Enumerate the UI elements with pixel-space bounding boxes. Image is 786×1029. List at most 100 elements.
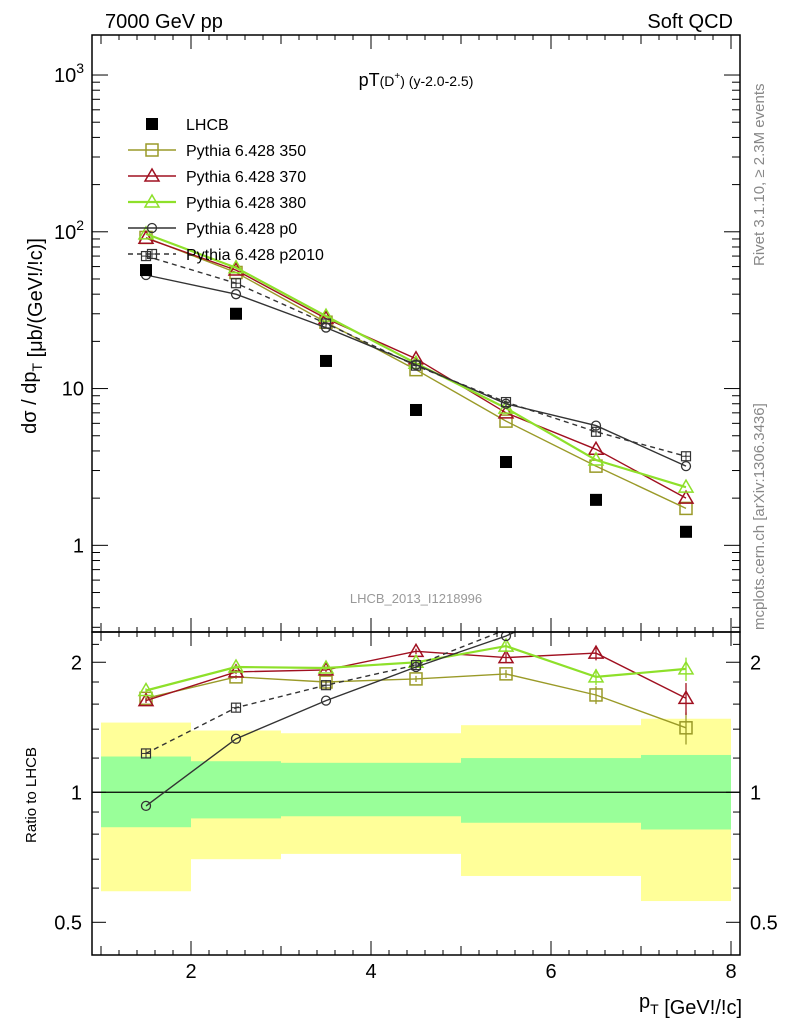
- ratio-uncertainty-bands: [92, 718, 740, 902]
- data-point: [680, 525, 692, 538]
- data-point: [590, 426, 602, 437]
- data-point: [587, 451, 605, 466]
- data-point: [230, 307, 242, 320]
- data-point: [137, 229, 155, 244]
- legend-entry: LHCB: [146, 117, 229, 134]
- ratio-y-tick-label: 2: [71, 652, 82, 674]
- legend-entry: Pythia 6.428 p0: [128, 221, 297, 238]
- analysis-watermark: LHCB_2013_I1218996: [350, 591, 482, 606]
- legend-label: Pythia 6.428 p2010: [186, 247, 324, 264]
- ratio-y-tick-label-right: 0.5: [750, 912, 778, 934]
- data-point: [679, 501, 693, 516]
- data-point: [499, 414, 513, 428]
- data-point: [320, 680, 332, 691]
- x-tick-label: 4: [365, 961, 376, 983]
- plot-frames: [91, 34, 741, 956]
- data-point: [677, 660, 695, 675]
- header-right: Soft QCD: [647, 11, 733, 33]
- x-tick-label: 8: [725, 961, 736, 983]
- ratio-frame: [91, 631, 741, 956]
- legend-marker: [145, 143, 159, 157]
- series-pythia-6-428-p2010: [140, 250, 692, 462]
- data-point: [677, 689, 695, 705]
- series-line: [145, 237, 687, 499]
- data-point: [227, 259, 245, 274]
- rivet-label: Rivet 3.1.10, ≥ 2.3M events: [751, 84, 768, 267]
- data-point: [317, 659, 335, 674]
- legend-label: Pythia 6.428 p0: [186, 221, 297, 238]
- ratio-y-tick-label-right: 1: [750, 782, 761, 804]
- legend-label: LHCB: [186, 117, 229, 134]
- data-point: [230, 702, 242, 713]
- y-tick-label: 10: [62, 379, 84, 401]
- data-point: [137, 692, 155, 707]
- ratio-y-tick-label: 0.5: [54, 912, 82, 934]
- ratio-y-tick-label: 1: [71, 782, 82, 804]
- data-point: [230, 278, 242, 289]
- data-point: [230, 733, 242, 744]
- data-point: [680, 451, 692, 462]
- legend-marker: [143, 167, 161, 182]
- data-point: [320, 354, 332, 367]
- legend-marker: [146, 118, 158, 130]
- data-point: [140, 800, 152, 812]
- data-point: [140, 264, 152, 277]
- y-tick-label: 1: [73, 535, 84, 557]
- ratio-y-tick-label-right: 2: [750, 652, 761, 674]
- data-point: [677, 478, 695, 493]
- data-point: [137, 225, 155, 240]
- data-point: [499, 667, 513, 681]
- x-tick-label: 2: [185, 961, 196, 983]
- data-point: [497, 637, 515, 652]
- data-point: [140, 748, 152, 759]
- legend-marker: [143, 193, 161, 208]
- data-point: [500, 456, 512, 469]
- data-point: [500, 396, 512, 408]
- legend: LHCB Pythia 6.428 350 Pythia 6.428 370 Pyth…: [128, 117, 324, 264]
- data-point: [410, 403, 422, 416]
- data-point: [587, 668, 605, 683]
- data-point: [227, 658, 245, 673]
- mcplots-label: mcplots.cern.ch [arXiv:1306.3436]: [751, 403, 768, 630]
- data-point: [590, 493, 602, 506]
- legend-label: Pythia 6.428 370: [186, 169, 306, 186]
- data-point: [320, 318, 332, 329]
- series-pythia-6-428-350: [139, 230, 693, 516]
- chart-title: pT(D+) (y-2.0-2.5): [359, 70, 474, 90]
- green-band-bin: [281, 762, 461, 817]
- series-pythia-6-428-p2010: [140, 632, 502, 759]
- series-line: [145, 236, 687, 510]
- legend-label: Pythia 6.428 350: [186, 143, 306, 160]
- y-tick-label: 103: [54, 60, 84, 87]
- data-point: [680, 460, 692, 472]
- header-left: 7000 GeV pp: [105, 11, 223, 33]
- ratio-y-axis-label: Ratio to LHCB: [23, 747, 40, 843]
- legend-entry: Pythia 6.428 p2010: [128, 247, 324, 264]
- data-point: [227, 663, 245, 678]
- y-tick-label: 102: [54, 217, 84, 244]
- data-point: [500, 632, 512, 642]
- legend-marker: [146, 222, 158, 234]
- data-point: [497, 649, 515, 664]
- green-band-bin: [461, 758, 641, 823]
- legend-label: Pythia 6.428 380: [186, 195, 306, 212]
- x-axis-label: pT [GeV!/!c]: [639, 991, 742, 1019]
- legend-entry: Pythia 6.428 370: [128, 167, 306, 186]
- legend-entry: Pythia 6.428 380: [128, 193, 306, 212]
- series-lhcb: [140, 264, 692, 538]
- ratio-series-layer: [137, 632, 695, 812]
- main-y-axis-label: dσ / dpT [μb/(GeV!/!c)]: [19, 238, 47, 434]
- data-point: [410, 659, 422, 671]
- green-band-bin: [191, 761, 281, 819]
- data-point: [497, 404, 515, 419]
- data-point: [677, 489, 695, 504]
- legend-marker: [146, 248, 158, 260]
- data-point: [587, 644, 605, 659]
- main-series-layer: [137, 225, 695, 538]
- data-point: [409, 672, 423, 686]
- data-point: [589, 688, 603, 702]
- data-point: [230, 289, 242, 300]
- data-point: [320, 695, 332, 706]
